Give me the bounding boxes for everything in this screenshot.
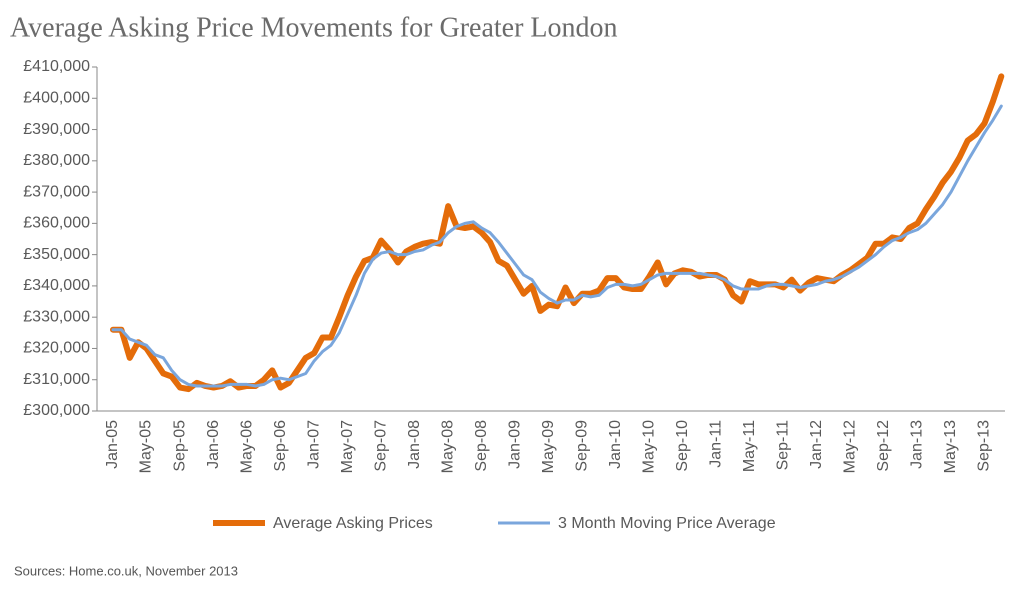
y-tick-label: £350,000 [23, 246, 90, 263]
legend-label: Average Asking Prices [273, 515, 433, 532]
x-tick-label: Sep-08 [473, 420, 490, 472]
x-tick-label: Sep-06 [272, 420, 289, 472]
x-tick-label: May-09 [540, 420, 557, 473]
series-line [111, 104, 1003, 388]
source-note: Sources: Home.co.uk, November 2013 [14, 563, 238, 578]
y-tick-label: £360,000 [23, 215, 90, 232]
y-tick-label: £400,000 [23, 89, 90, 106]
x-tick-label: May-07 [339, 420, 356, 473]
y-tick-label: £320,000 [23, 340, 90, 357]
y-tick-label: £410,000 [23, 58, 90, 75]
y-tick-label: £330,000 [23, 308, 90, 325]
x-tick-label: Jan-06 [205, 420, 222, 469]
x-tick-label: Sep-12 [875, 420, 892, 472]
x-tick-label: Jan-09 [506, 420, 523, 469]
x-tick-label: Sep-11 [775, 420, 792, 471]
x-tick-label: Jan-12 [808, 420, 825, 469]
x-tick-label: May-06 [238, 420, 255, 473]
legend-label: 3 Month Moving Price Average [558, 515, 776, 532]
y-tick-label: £380,000 [23, 152, 90, 169]
x-tick-label: Jan-08 [406, 420, 423, 469]
x-tick-label: Sep-07 [372, 420, 389, 472]
y-tick-label: £390,000 [23, 121, 90, 138]
y-tick-label: £310,000 [23, 371, 90, 388]
x-tick-label: Jan-10 [607, 420, 624, 469]
x-tick-label: Jan-13 [909, 420, 926, 469]
x-tick-label: Sep-05 [171, 420, 188, 472]
y-tick-label: £300,000 [23, 402, 90, 419]
x-tick-label: May-08 [439, 420, 456, 473]
x-tick-label: Jan-05 [104, 420, 121, 469]
x-tick-label: Sep-09 [573, 420, 590, 472]
chart-title: Average Asking Price Movements for Great… [10, 12, 618, 43]
y-tick-label: £340,000 [23, 277, 90, 294]
x-tick-label: May-12 [842, 420, 859, 473]
series-line [110, 73, 1005, 393]
x-tick-label: Jan-11 [708, 420, 725, 468]
x-tick-label: Jan-07 [305, 420, 322, 469]
y-tick-label: £370,000 [23, 183, 90, 200]
x-tick-label: Sep-13 [976, 420, 993, 472]
x-tick-label: May-05 [138, 420, 155, 473]
x-tick-label: Sep-10 [674, 420, 691, 472]
x-tick-label: May-10 [641, 420, 658, 473]
x-tick-label: May-13 [942, 420, 959, 473]
x-tick-label: May-11 [741, 420, 758, 472]
